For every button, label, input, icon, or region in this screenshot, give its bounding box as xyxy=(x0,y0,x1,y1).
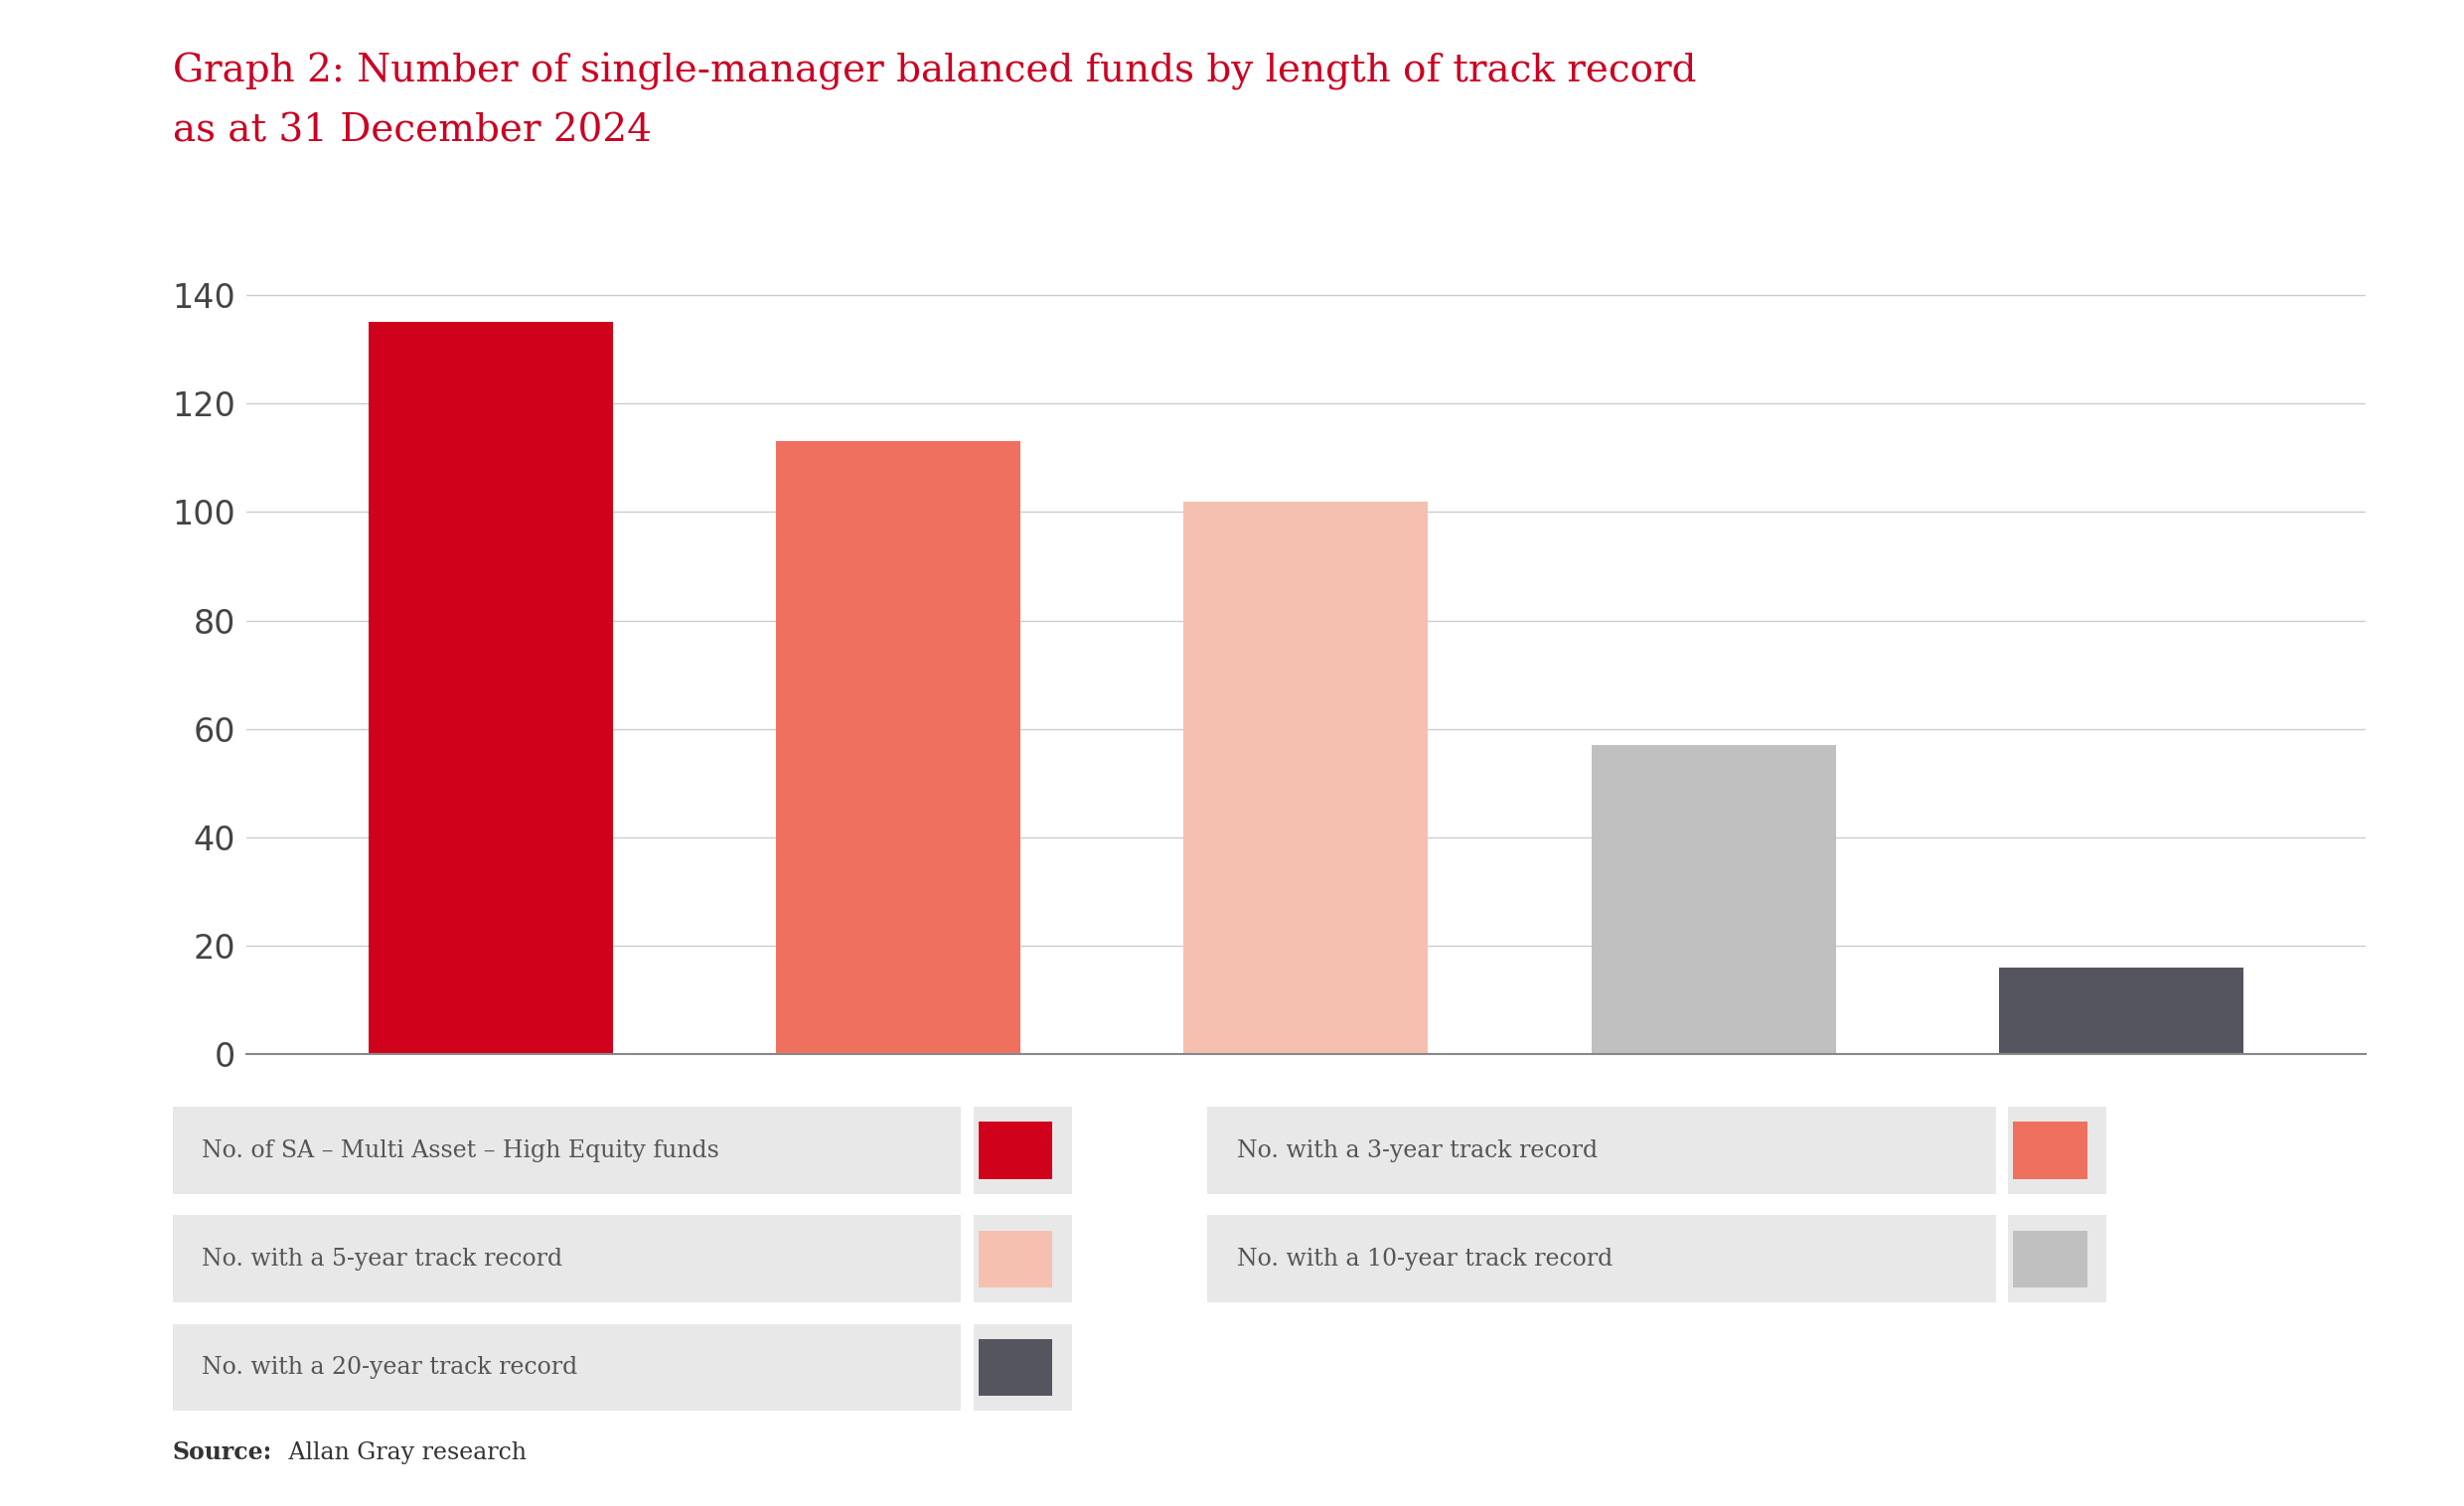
Text: No. with a 10-year track record: No. with a 10-year track record xyxy=(1237,1247,1614,1271)
Bar xyxy=(1183,501,1429,1054)
Text: Allan Gray research: Allan Gray research xyxy=(281,1441,527,1464)
Text: Graph 2: Number of single-manager balanced funds by length of track record: Graph 2: Number of single-manager balanc… xyxy=(172,53,1695,90)
Text: as at 31 December 2024: as at 31 December 2024 xyxy=(172,113,650,149)
Text: No. with a 20-year track record: No. with a 20-year track record xyxy=(202,1355,579,1379)
Bar xyxy=(776,441,1020,1054)
Bar xyxy=(1998,967,2242,1054)
Text: Source:: Source: xyxy=(172,1440,271,1464)
Text: No. of SA – Multi Asset – High Equity funds: No. of SA – Multi Asset – High Equity fu… xyxy=(202,1139,719,1163)
Text: No. with a 5-year track record: No. with a 5-year track record xyxy=(202,1247,562,1271)
Text: No. with a 3-year track record: No. with a 3-year track record xyxy=(1237,1139,1597,1163)
Bar xyxy=(1592,745,1836,1054)
Bar xyxy=(370,322,614,1054)
